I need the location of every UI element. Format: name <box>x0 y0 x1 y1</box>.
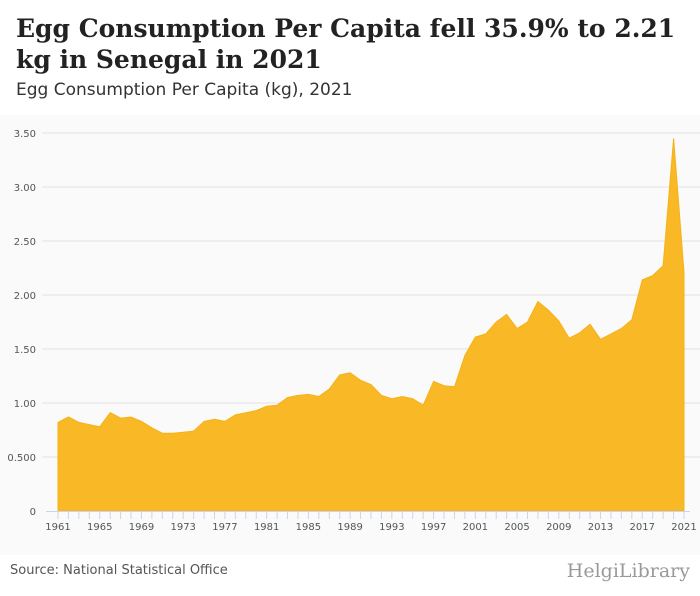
x-tick-label: 2013 <box>588 522 613 533</box>
x-tick-label: 1993 <box>379 522 404 533</box>
x-tick-label: 2005 <box>504 522 529 533</box>
y-tick-label: 2.00 <box>14 291 36 302</box>
header: Egg Consumption Per Capita fell 35.9% to… <box>0 0 700 115</box>
x-tick-label: 1981 <box>254 522 279 533</box>
x-tick-label: 1997 <box>421 522 446 533</box>
helgi-library-logo[interactable]: HelgiLibrary <box>566 560 690 582</box>
y-tick-label: 1.50 <box>14 345 36 356</box>
x-tick-label: 1965 <box>87 522 112 533</box>
x-tick-label: 1985 <box>296 522 321 533</box>
chart-title: Egg Consumption Per Capita fell 35.9% to… <box>16 14 676 74</box>
y-tick-label: 0 <box>30 507 36 518</box>
chart-subtitle: Egg Consumption Per Capita (kg), 2021 <box>16 80 353 100</box>
x-tick-label: 1973 <box>170 522 195 533</box>
y-tick-label: 2.50 <box>14 237 36 248</box>
x-tick-label: 1989 <box>337 522 362 533</box>
area-series <box>57 138 685 512</box>
y-tick-label: 0.500 <box>7 453 36 464</box>
x-tick-label: 2021 <box>671 522 696 533</box>
x-tick-label: 2009 <box>546 522 571 533</box>
x-tick-label: 1977 <box>212 522 237 533</box>
source-note: Source: National Statistical Office <box>10 563 228 578</box>
x-tick-label: 1961 <box>45 522 70 533</box>
y-tick-label: 1.00 <box>14 399 36 410</box>
x-tick-label: 1969 <box>129 522 154 533</box>
y-tick-label: 3.00 <box>14 183 36 194</box>
x-tick-label: 2017 <box>630 522 655 533</box>
x-tick-label: 2001 <box>463 522 488 533</box>
y-tick-label: 3.50 <box>14 129 36 140</box>
